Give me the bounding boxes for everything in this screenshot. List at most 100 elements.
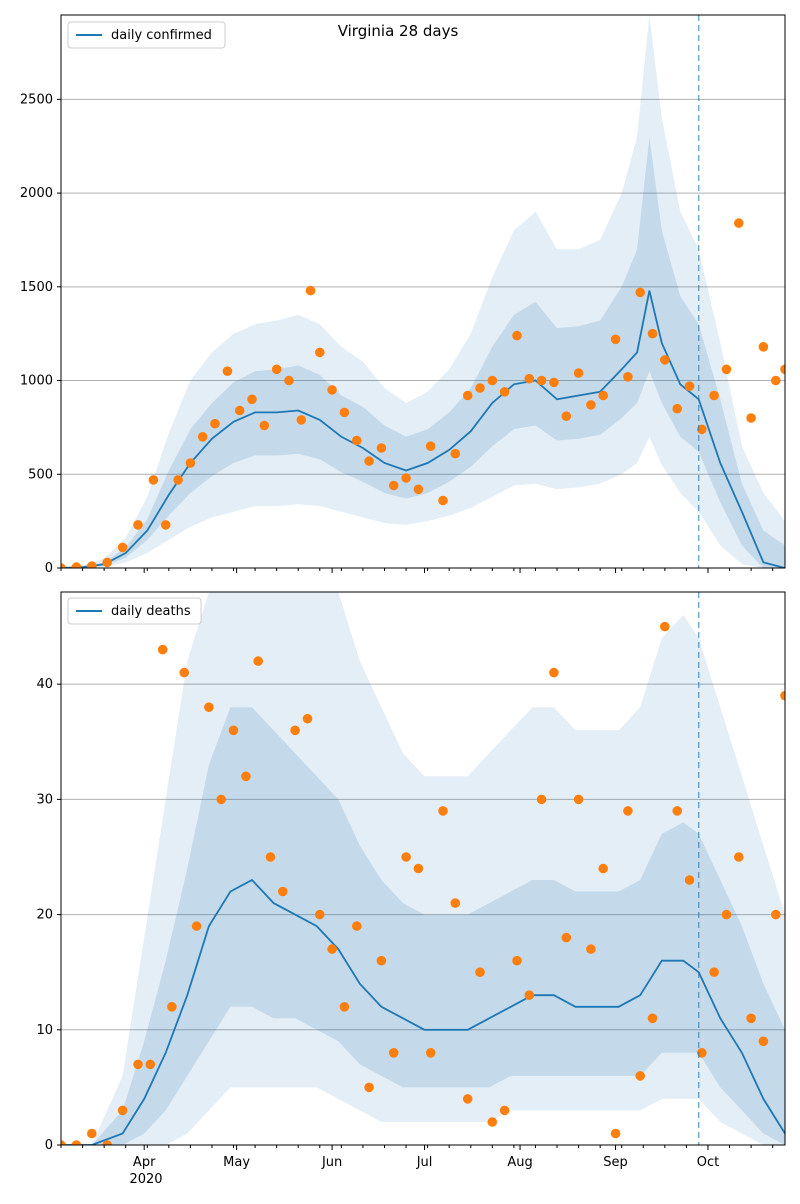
data-point: [647, 1013, 658, 1024]
data-point: [697, 1048, 707, 1058]
data-point: [102, 1140, 112, 1145]
data-point: [450, 898, 461, 908]
data-point: [364, 1082, 374, 1093]
data-point: [450, 448, 461, 459]
y-tick-label: 2500: [20, 92, 53, 107]
data-point: [734, 218, 744, 228]
data-point: [133, 1059, 143, 1070]
data-point: [401, 852, 411, 862]
data-point: [315, 347, 325, 358]
data-point: [376, 443, 387, 453]
series-line: [61, 878, 785, 1145]
data-point: [697, 424, 707, 435]
data-point: [623, 806, 633, 816]
data-point: [284, 375, 294, 386]
data-point: [197, 432, 208, 442]
data-point: [561, 411, 572, 422]
x-tick-label: Jun: [321, 1155, 342, 1170]
y-tick-label: 1500: [20, 280, 53, 295]
data-point: [524, 373, 535, 384]
legend-deaths: daily deaths: [67, 597, 202, 625]
data-point: [438, 495, 448, 506]
data-point: [290, 725, 300, 736]
data-point: [388, 480, 399, 491]
data-point: [167, 1002, 177, 1012]
data-point: [780, 690, 785, 701]
data-point: [758, 1036, 769, 1047]
data-point: [721, 909, 732, 920]
data-point: [549, 377, 559, 388]
data-point: [157, 644, 168, 655]
data-point: [61, 1140, 66, 1145]
x-tick-label: Apr: [133, 1155, 156, 1170]
data-point: [413, 863, 424, 874]
data-point: [771, 375, 781, 386]
y-tick-label: 2000: [20, 186, 53, 201]
data-point: [305, 285, 316, 296]
data-point: [413, 484, 424, 495]
data-point: [425, 441, 436, 452]
data-point: [401, 473, 411, 483]
data-point: [610, 334, 621, 345]
x-tick-label: Jul: [416, 1155, 433, 1170]
confirmed-panel: 0 500 1000 1500 2000 2500: [20, 14, 786, 576]
data-point: [296, 415, 307, 425]
data-point: [536, 375, 547, 386]
chart-title: Virginia 28 days: [338, 22, 459, 40]
legend-label-deaths: daily deaths: [111, 604, 191, 619]
data-point: [524, 990, 535, 1000]
data-point: [475, 967, 485, 977]
data-point: [684, 381, 695, 392]
y-tick-label: 10: [36, 1023, 53, 1038]
data-point: [512, 955, 522, 966]
data-point: [561, 932, 572, 943]
data-point: [87, 561, 97, 568]
data-point: [462, 1094, 473, 1104]
data-point: [241, 771, 251, 782]
data-point: [586, 400, 596, 410]
data-point: [512, 330, 522, 341]
uncertainty-band: [61, 136, 785, 568]
data-point: [635, 1071, 645, 1081]
y-tick-label: 20: [36, 908, 53, 923]
data-point: [204, 702, 214, 712]
year-label: 2020: [129, 1172, 162, 1187]
data-point: [133, 520, 143, 530]
data-point: [573, 368, 584, 378]
x-tick-label: Sep: [603, 1155, 628, 1170]
x-tick-label: May: [223, 1155, 250, 1170]
y-tick-label: 500: [28, 467, 53, 482]
data-point: [573, 794, 584, 805]
y-tick-label: 1000: [20, 374, 53, 389]
y-tick-label: 0: [45, 561, 53, 576]
data-point: [253, 656, 263, 666]
data-point: [185, 458, 196, 468]
data-point: [265, 852, 276, 862]
data-point: [660, 355, 670, 365]
data-point: [71, 1140, 82, 1145]
data-point: [302, 713, 313, 724]
data-point: [425, 1048, 436, 1058]
data-point: [536, 794, 547, 805]
data-point: [210, 418, 220, 429]
data-point: [672, 403, 682, 414]
data-point: [438, 806, 448, 816]
data-point: [709, 967, 719, 977]
plot-frame: [60, 14, 786, 569]
data-point: [234, 405, 245, 416]
data-point: [191, 921, 202, 931]
series-line: [61, 290, 785, 568]
data-point: [734, 852, 744, 862]
data-point: [376, 955, 387, 966]
x-tick-label: Aug: [507, 1155, 532, 1170]
y-tick-label: 30: [36, 792, 53, 807]
data-point: [352, 435, 362, 446]
data-point: [388, 1048, 399, 1058]
data-point: [61, 563, 66, 568]
data-point: [145, 1059, 156, 1070]
data-point: [327, 385, 337, 395]
data-point: [684, 875, 695, 885]
data-point: [721, 364, 732, 375]
data-point: [672, 806, 682, 816]
